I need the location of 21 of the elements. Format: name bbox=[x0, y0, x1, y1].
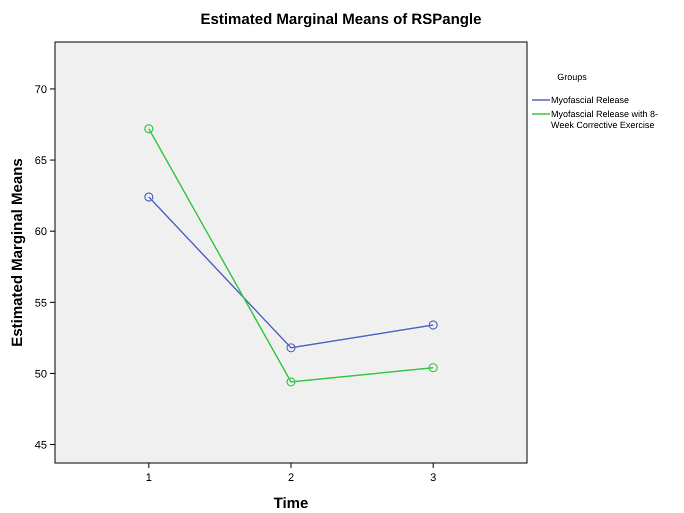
y-axis-title: Estimated Marginal Means bbox=[9, 158, 26, 347]
chart-title: Estimated Marginal Means of RSPangle bbox=[200, 11, 482, 28]
point bbox=[286, 343, 296, 352]
y-tick-label: 70 bbox=[34, 84, 47, 96]
x-axis-title: Time bbox=[274, 495, 308, 512]
point bbox=[144, 124, 154, 134]
legend-label: Myofascial Release with 8-Week Corrective Exercise bbox=[551, 109, 658, 130]
point bbox=[144, 192, 154, 202]
y-tick-label: 60 bbox=[34, 226, 47, 238]
point bbox=[428, 363, 438, 372]
legend-label: Myofascial Release bbox=[551, 95, 630, 105]
x-tick-label: 2 bbox=[288, 472, 294, 484]
point bbox=[428, 320, 438, 330]
legend-title: Groups bbox=[557, 72, 588, 82]
y-tick-label: 45 bbox=[34, 440, 47, 452]
y-tick-label: 50 bbox=[34, 368, 47, 380]
y-tick-label: 55 bbox=[34, 297, 47, 310]
point bbox=[286, 377, 296, 387]
x-tick-label: 1 bbox=[146, 472, 152, 484]
x-tick-label: 3 bbox=[430, 472, 436, 484]
y-tick-label: 65 bbox=[34, 155, 47, 168]
